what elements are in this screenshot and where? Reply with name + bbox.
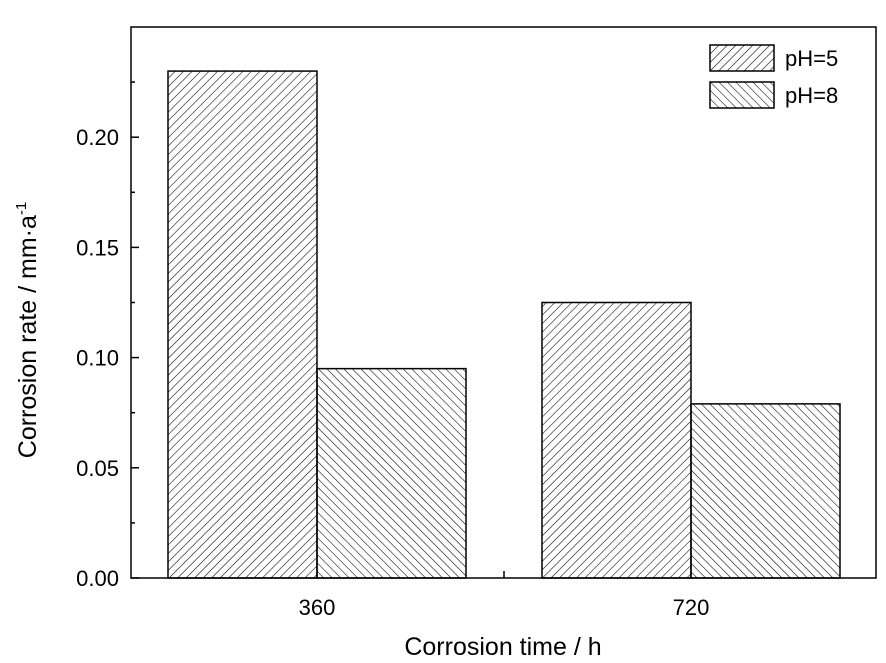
y-axis-title: Corrosion rate / mm·a-1: [13, 202, 42, 458]
y-tick-label: 0.10: [76, 346, 119, 371]
y-tick-label: 0.15: [76, 235, 119, 260]
legend-label-pH=5: pH=5: [785, 46, 838, 71]
y-tick-label: 0.20: [76, 125, 119, 150]
y-axis-title-main: Corrosion rate / mm·a: [14, 215, 42, 458]
bars-group: [167, 70, 841, 579]
bar-pH=5-360: [167, 70, 318, 579]
y-tick-label: 0.00: [76, 566, 119, 591]
axes-group: 360 720 0.00 0.05 0.10 0.15 0.20: [76, 26, 877, 620]
legend: pH=5 pH=8: [709, 44, 838, 109]
y-tick-label: 0.05: [76, 456, 119, 481]
y-axis-title-superscript: -1: [13, 202, 30, 215]
bar-pH=8-720: [690, 403, 841, 579]
legend-label-pH=8: pH=8: [785, 83, 838, 108]
x-axis-title: Corrosion time / h: [404, 633, 601, 661]
x-tick-label: 720: [673, 595, 710, 620]
x-tick-label: 360: [299, 595, 336, 620]
bar-pH=5-720: [541, 301, 692, 579]
legend-swatch-pH=5: [709, 44, 775, 72]
bar-pH=8-360: [316, 367, 467, 579]
legend-swatch-pH=8: [709, 81, 775, 109]
